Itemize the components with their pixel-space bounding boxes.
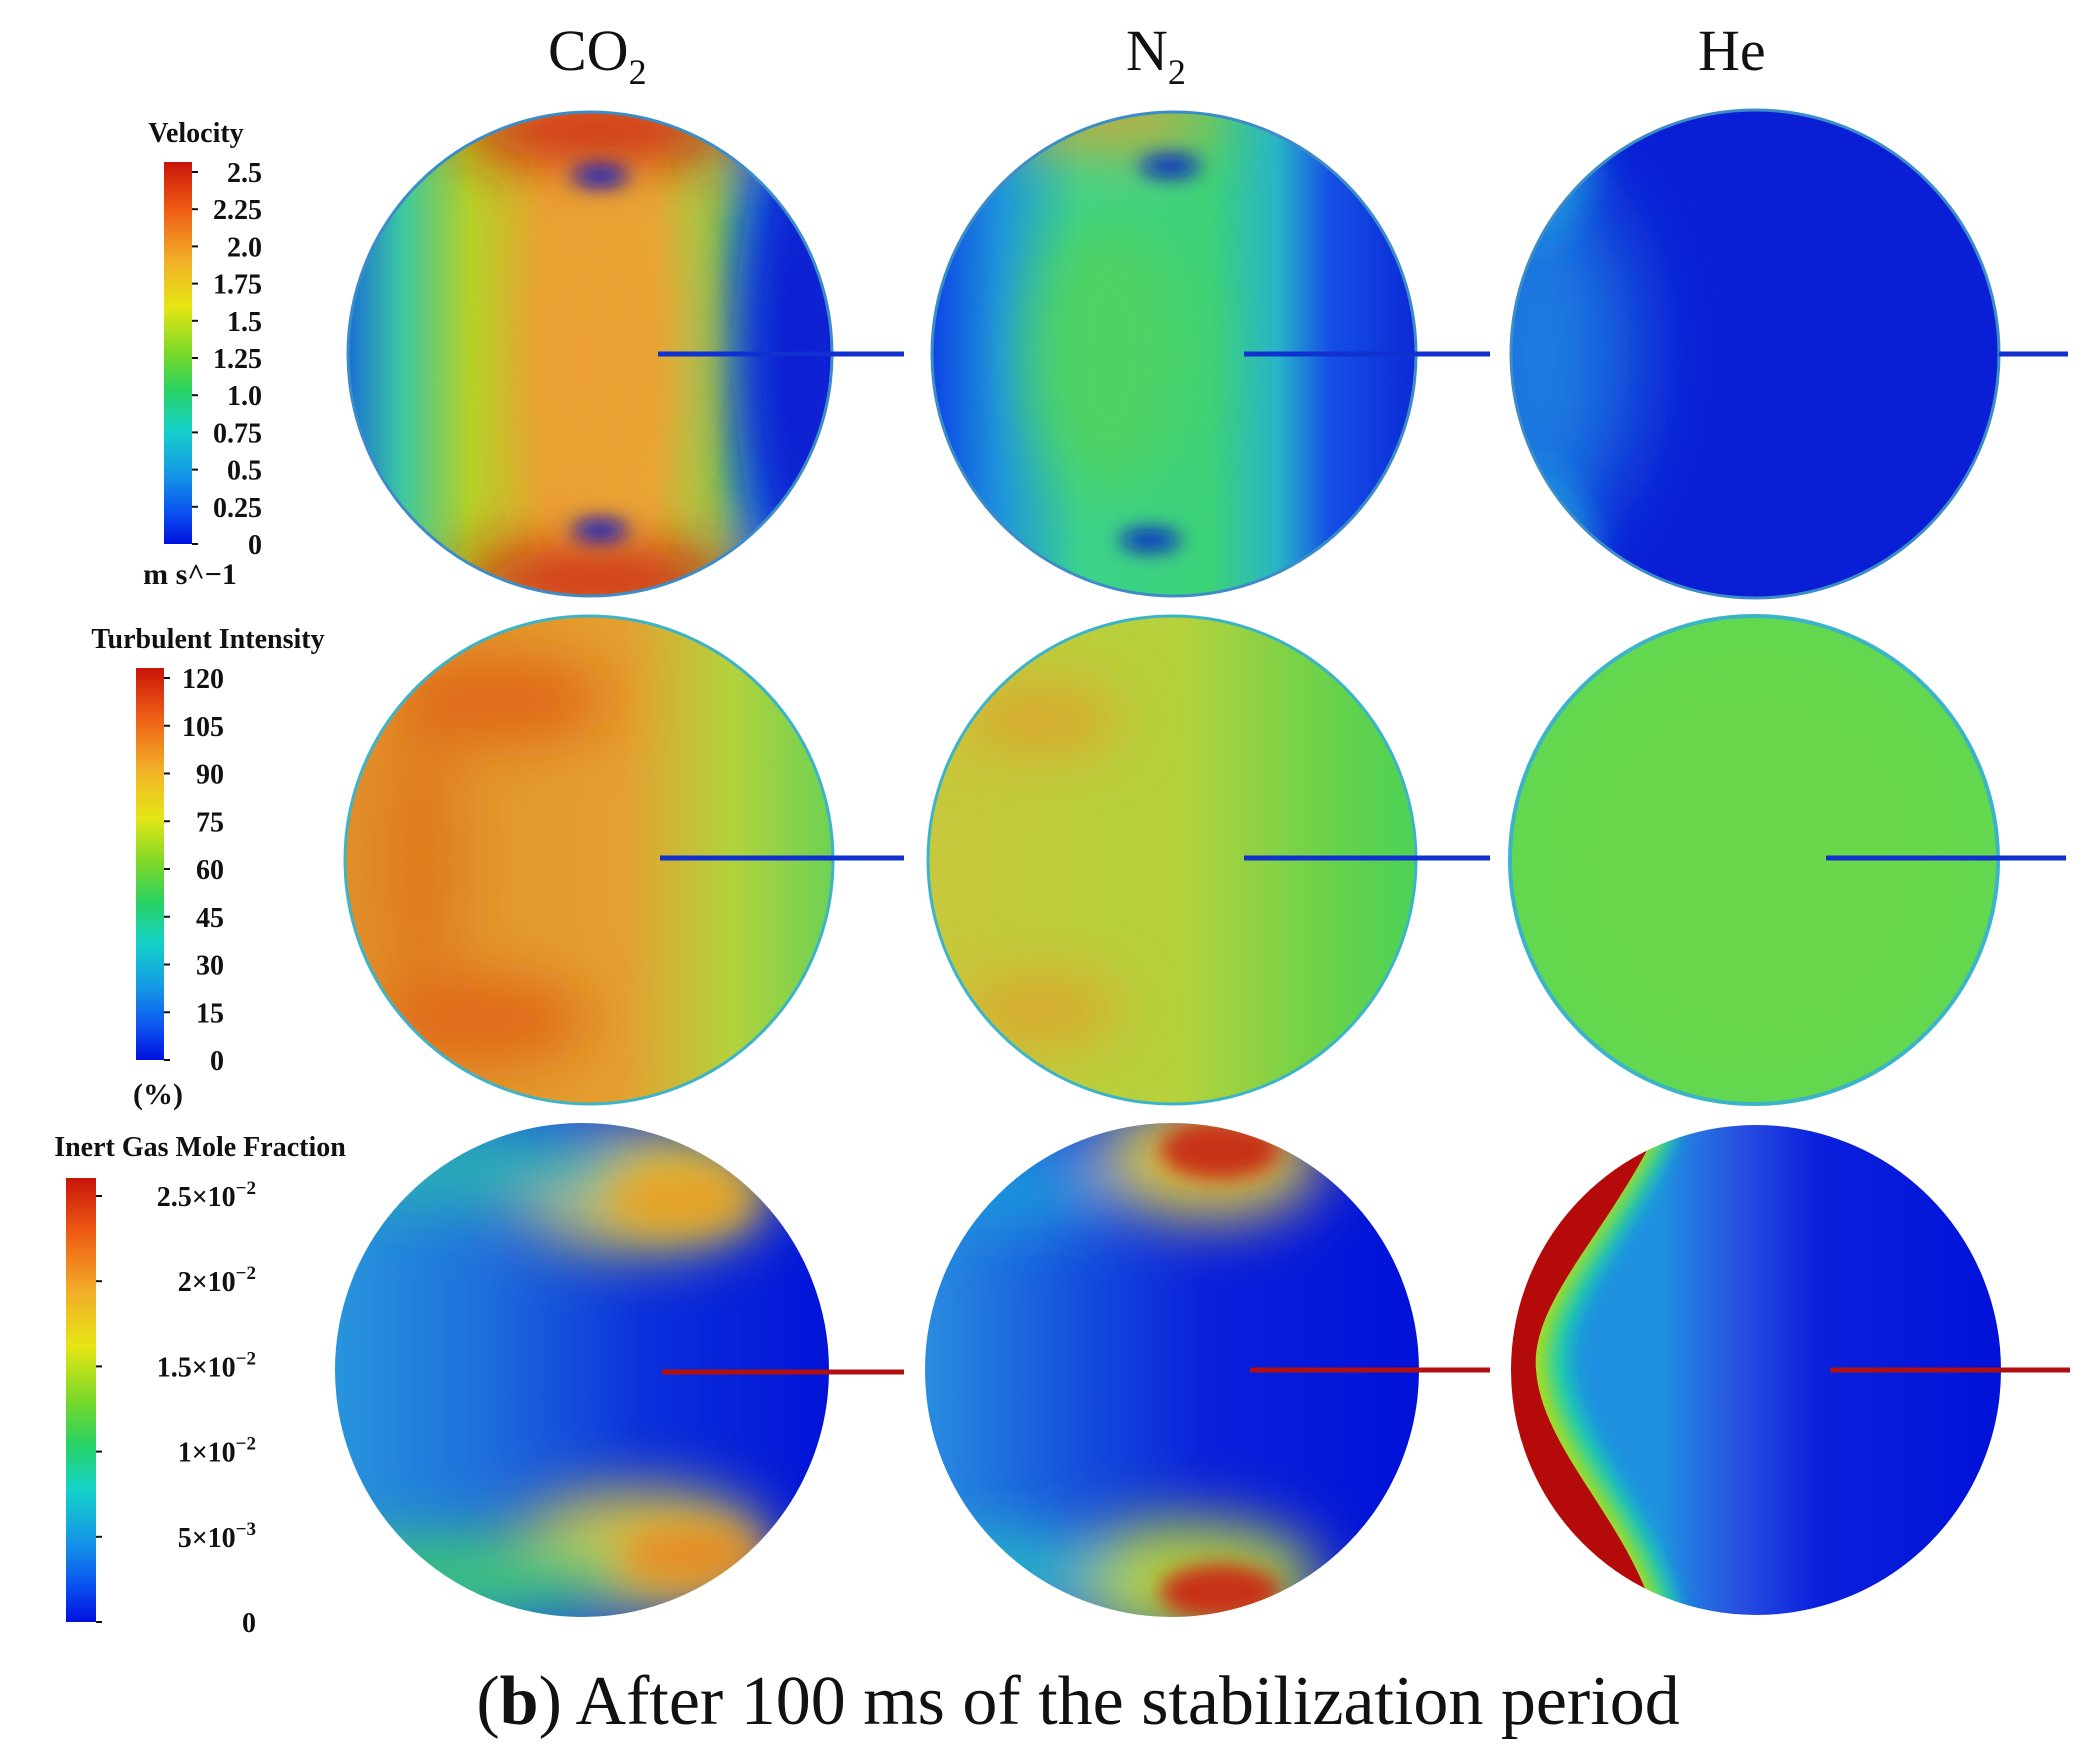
colorbar-tick-label: 1.5×10−2 [157, 1348, 256, 1383]
contour-turbulence-n2 [928, 616, 1416, 1104]
legend-turbulent-intensity: Turbulent Intensity 1201059075604530150 … [91, 624, 324, 1111]
figure-caption: (b) After 100 ms of the stabilization pe… [476, 1663, 1679, 1740]
colorbar [66, 1178, 96, 1622]
colorbar-tick-label: 2.0 [227, 232, 262, 263]
contour-inert-he [1510, 1124, 2002, 1616]
colorbar-tick-label: 0.75 [213, 418, 262, 449]
legend-velocity: Velocity 2.5 2.25 2.0 1.75 1.5 1.25 1.0 0.75 0.5… [143, 118, 262, 591]
legend-title: Velocity [148, 118, 243, 149]
colorbar [136, 668, 164, 1060]
colorbar-tick-label: 5×10−3 [178, 1519, 256, 1554]
colorbar-ticks: 2.5×10−2 2×10−2 1.5×10−2 1×10−2 5×10−3 0 [96, 1178, 256, 1639]
colorbar-tick-label: 45 [196, 903, 224, 934]
legend-unit: (%) [133, 1078, 183, 1111]
column-title-he: He [1698, 18, 1766, 83]
colorbar-tick-label: 0 [248, 530, 262, 561]
colorbar-tick-label: 1.25 [213, 344, 262, 375]
legend-inert-gas: Inert Gas Mole Fraction 2.5×10−2 2×10−2 1.… [54, 1132, 346, 1639]
colorbar-tick-label: 60 [196, 855, 224, 886]
contour-velocity-he [1511, 110, 1999, 598]
colorbar-tick-label: 1.75 [213, 270, 262, 301]
colorbar-tick-label: 90 [196, 760, 224, 791]
colorbar-tick-label: 1×10−2 [178, 1434, 256, 1469]
colorbar-tick-label: 105 [182, 712, 224, 743]
colorbar-tick-label: 15 [196, 998, 224, 1029]
colorbar-tick-label: 75 [196, 807, 224, 838]
colorbar [164, 162, 192, 544]
colorbar-tick-label: 120 [182, 664, 224, 695]
colorbar-tick-label: 30 [196, 951, 224, 982]
colorbar-tick-label: 1.0 [227, 381, 262, 412]
colorbar-tick-label: 0 [242, 1608, 256, 1639]
colorbar-tick-label: 2.25 [213, 195, 262, 226]
colorbar-tick-label: 0.25 [213, 493, 262, 524]
colorbar-tick-label: 0.5 [227, 456, 262, 487]
colorbar-tick-label: 1.5 [227, 307, 262, 338]
colorbar-tick-label: 0 [210, 1046, 224, 1077]
colorbar-ticks: 2.5 2.25 2.0 1.75 1.5 1.25 1.0 0.75 0.5 0.25 0 [192, 158, 262, 561]
contour-velocity-co2 [348, 112, 832, 596]
colorbar-ticks: 120 105 90 75 60 45 30 15 0 [164, 664, 224, 1077]
colorbar-tick-label: 2.5 [227, 158, 262, 189]
colorbar-tick-label: 2×10−2 [178, 1263, 256, 1298]
contour-inert-co2 [334, 1122, 830, 1618]
legend-title: Inert Gas Mole Fraction [54, 1132, 346, 1163]
colorbar-tick-label: 2.5×10−2 [157, 1178, 256, 1213]
legend-title: Turbulent Intensity [91, 624, 324, 655]
column-title-n2: N2 [1126, 18, 1186, 92]
column-title-co2: CO2 [548, 18, 647, 92]
legend-unit: m s^−1 [143, 558, 237, 591]
contour-velocity-n2 [932, 112, 1416, 596]
